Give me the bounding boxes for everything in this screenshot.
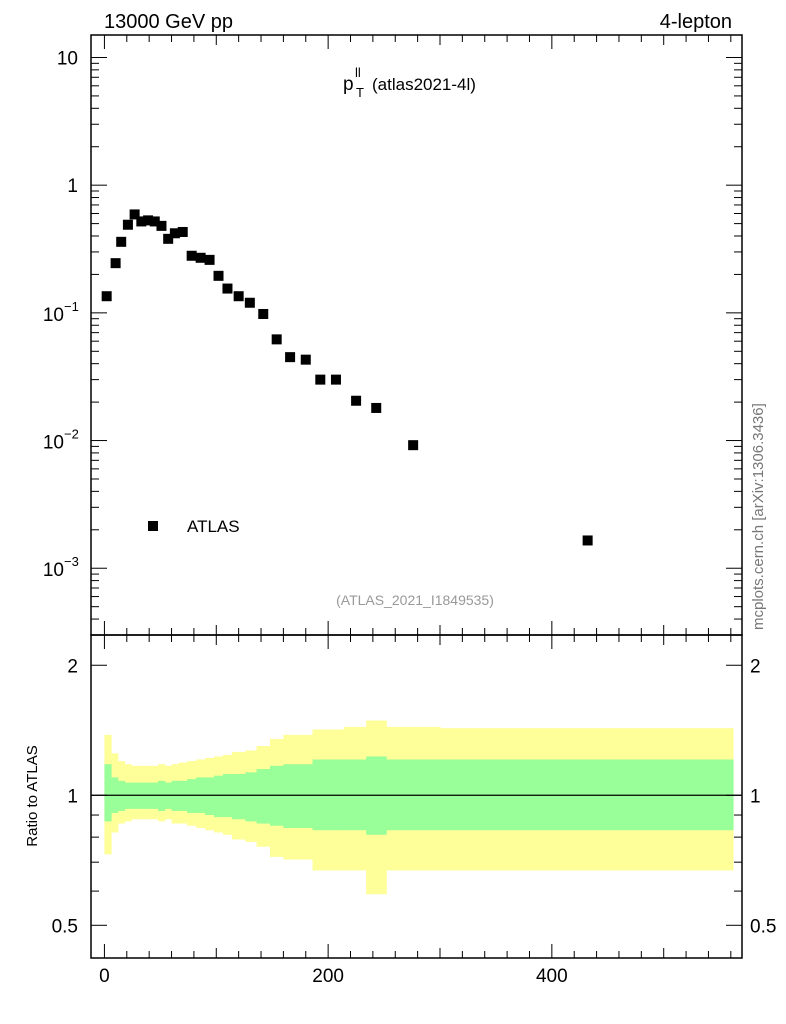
- plot-title-main: p: [343, 74, 354, 95]
- data-point-atlas: [110, 258, 121, 269]
- main-y-tick-label-text: 1: [67, 176, 78, 197]
- x-tick-label: 400: [536, 966, 568, 987]
- main-plot-frame: [90, 34, 743, 636]
- side-source-label: mcplots.cern.ch [arXiv:1306.3436]: [750, 403, 767, 630]
- data-point-atlas: [101, 291, 112, 302]
- data-point-atlas: [195, 252, 206, 263]
- data-point-atlas: [351, 395, 362, 406]
- ratio-y-tick-label-right: 1: [750, 786, 761, 807]
- data-point-atlas: [149, 216, 160, 227]
- main-y-tick-label-base: 10: [43, 560, 64, 581]
- stat-uncertainty-band-bin: [117, 780, 126, 811]
- data-point-atlas: [122, 219, 133, 230]
- data-point-atlas: [408, 440, 419, 451]
- data-point-atlas: [204, 254, 215, 265]
- data-point-atlas: [330, 374, 341, 385]
- stat-uncertainty-band-bin: [245, 772, 258, 822]
- data-point-atlas: [258, 308, 269, 319]
- plot-title-sub: T: [356, 85, 364, 100]
- data-point-atlas: [213, 270, 224, 281]
- data-point-atlas: [582, 535, 593, 546]
- data-point-atlas: [244, 297, 255, 308]
- x-tick-label: 200: [312, 966, 344, 987]
- data-point-atlas: [129, 209, 140, 220]
- ratio-y-axis-label: Ratio to ATLAS: [24, 745, 41, 846]
- stat-uncertainty-band-bin: [283, 764, 300, 828]
- data-point-atlas: [222, 283, 233, 294]
- main-y-tick-label: 10: [57, 48, 78, 69]
- stat-uncertainty-band-bin: [104, 764, 112, 822]
- x-tick-label: 0: [99, 966, 110, 987]
- stat-uncertainty-band-bin: [214, 775, 224, 818]
- ratio-plot-frame: [90, 634, 743, 959]
- data-point-atlas: [300, 354, 311, 365]
- ratio-y-tick-label-right: 0.5: [750, 916, 776, 937]
- data-point-atlas: [169, 228, 180, 239]
- header-right-label: 4-lepton: [660, 11, 732, 33]
- stat-uncertainty-band-bin: [256, 769, 271, 824]
- main-y-tick-label: 1: [67, 176, 78, 197]
- header-left-label: 13000 GeV pp: [104, 11, 233, 33]
- data-point-atlas: [163, 233, 174, 244]
- data-point-atlas: [186, 250, 197, 261]
- stat-uncertainty-band-bin: [299, 764, 313, 828]
- analysis-label: (ATLAS_2021_I1849535): [336, 592, 494, 608]
- legend-label-atlas: ATLAS: [187, 517, 240, 536]
- data-point-atlas: [271, 334, 282, 345]
- stat-uncertainty-band-bin: [158, 780, 166, 811]
- plot-title-sup: ll: [355, 65, 361, 80]
- ratio-panel: 0.5 0.5 1 1 2 2 0 200 400 Ratio to ATLAS: [24, 634, 776, 987]
- ratio-y-tick-label: 0.5: [52, 916, 78, 937]
- data-point-atlas: [315, 374, 326, 385]
- plot-title-rest: (atlas2021-4l): [372, 75, 476, 94]
- main-y-tick-label-exp: −3: [64, 554, 79, 569]
- data-point-atlas: [143, 215, 154, 226]
- main-y-tick-label-exp: −2: [64, 427, 79, 442]
- legend-marker-atlas: [148, 521, 158, 531]
- main-y-tick-label-text: 10: [57, 48, 78, 69]
- data-point-atlas: [156, 220, 167, 231]
- stat-uncertainty-band-bin: [187, 779, 197, 813]
- data-point-atlas: [233, 291, 244, 302]
- main-y-tick-label: 10 −2: [43, 427, 79, 454]
- data-point-atlas: [136, 216, 147, 227]
- ratio-y-tick-label: 2: [67, 656, 78, 677]
- data-point-atlas: [371, 402, 382, 413]
- data-point-atlas: [177, 226, 188, 237]
- stat-uncertainty-band-bin: [231, 774, 246, 820]
- data-point-atlas: [116, 236, 127, 247]
- data-point-atlas: [285, 352, 296, 363]
- main-y-tick-label: 10 −1: [43, 299, 79, 326]
- stat-uncertainty-band-bin: [178, 780, 188, 811]
- main-y-tick-label-base: 10: [43, 433, 64, 454]
- main-y-tick-label-exp: −1: [64, 299, 79, 314]
- ratio-y-tick-label-right: 2: [750, 656, 761, 677]
- stat-uncertainty-band-bin: [171, 780, 179, 811]
- ratio-y-tick-label: 1: [67, 786, 78, 807]
- plot-title: p: [343, 74, 354, 95]
- stat-uncertainty-band-bin: [205, 777, 215, 816]
- main-y-tick-label: 10 −3: [43, 554, 79, 581]
- main-y-tick-label-base: 10: [43, 305, 64, 326]
